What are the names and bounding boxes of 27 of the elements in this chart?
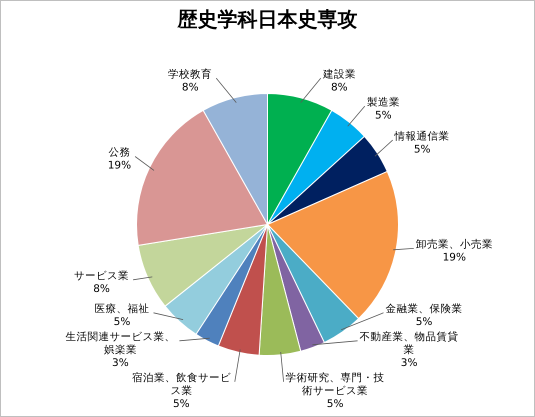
data-label: 8% xyxy=(93,282,110,295)
chart-title: 歴史学科日本史専攻 xyxy=(176,7,358,32)
data-label: 19% xyxy=(442,252,466,264)
data-label: 3% xyxy=(112,356,129,369)
data-label: 5% xyxy=(414,143,431,156)
data-label: 5% xyxy=(326,398,344,410)
slice-label: 製造業 xyxy=(366,95,400,108)
slice-label: サービス業 xyxy=(74,270,130,282)
data-label: 5% xyxy=(114,316,130,328)
slice-label: 卸売業、小売業 xyxy=(416,238,493,251)
slice-label: 学校教育 xyxy=(168,67,212,80)
slice-label: 不動産業、物品賃貸業 xyxy=(360,330,459,356)
data-label: 3% xyxy=(400,356,418,369)
slice-label: 医療、福祉 xyxy=(94,302,150,315)
slice-label: 学術研究、専門・技術サービス業 xyxy=(286,370,385,397)
slice-label: 金融業、保険業 xyxy=(386,302,463,315)
data-label: 8% xyxy=(182,81,199,94)
slice-label: 宿泊業、飲食サービス業 xyxy=(132,370,232,397)
data-label: 5% xyxy=(374,109,392,122)
data-label: 8% xyxy=(330,81,348,94)
slice-label: 公務 xyxy=(108,146,130,159)
data-label: 5% xyxy=(416,316,432,328)
slice-label: 情報通信業 xyxy=(394,129,450,142)
data-label: 19% xyxy=(108,160,132,172)
data-label: 5% xyxy=(172,398,190,410)
slice-label: 建設業 xyxy=(322,67,356,80)
slice-label: 生活関連サービス業、娯楽業 xyxy=(65,330,176,356)
